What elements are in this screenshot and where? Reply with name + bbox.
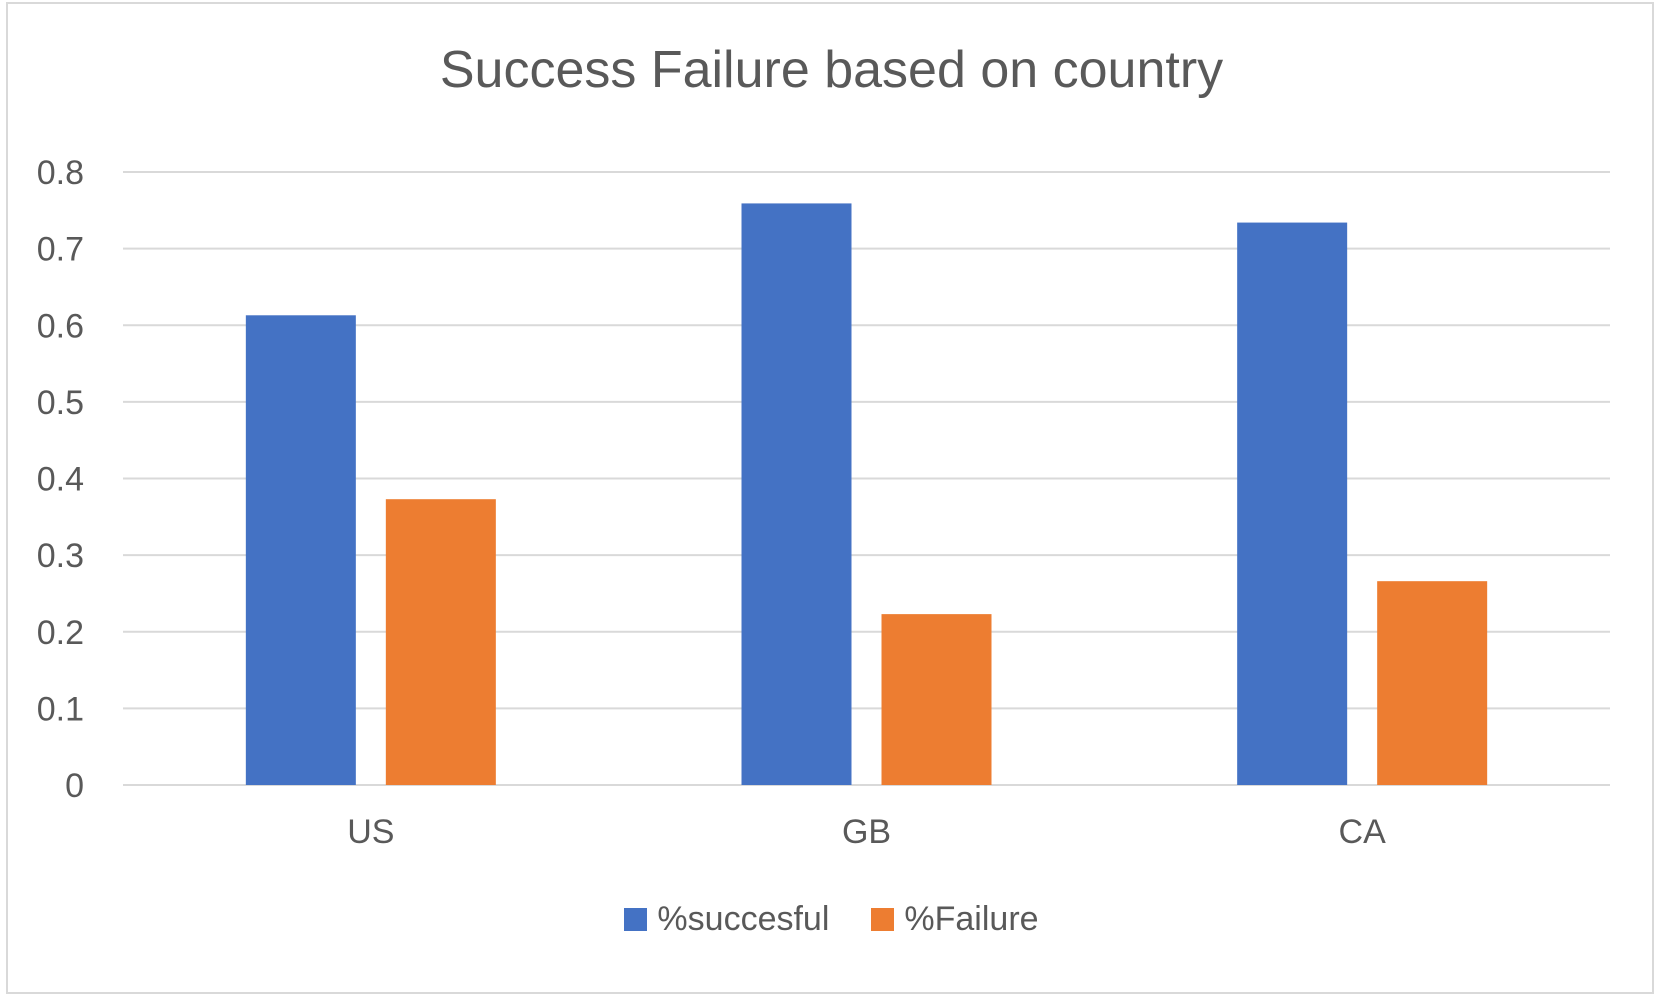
y-tick-label: 0.8 [37, 154, 84, 192]
legend-label-failure: %Failure [904, 900, 1039, 938]
gridlines [123, 171, 1610, 786]
bar-us-failure [385, 499, 496, 785]
y-tick-label: 0 [65, 767, 84, 805]
legend-item-failure: %Failure [871, 900, 1039, 939]
legend-swatch-failure [871, 908, 895, 931]
legend-swatch-successful [624, 908, 648, 931]
y-tick-label: 0.5 [37, 384, 84, 422]
bar-gb-failure [881, 614, 992, 785]
y-tick-label: 0.7 [37, 231, 84, 269]
legend-item-successful: %succesful [624, 900, 829, 939]
legend: %succesful %Failure [0, 900, 1663, 939]
y-tick-label: 0.6 [37, 307, 84, 345]
legend-label-successful: %succesful [657, 900, 830, 938]
bar-gb-successful [741, 203, 852, 785]
bar-ca-successful [1237, 222, 1348, 785]
bars [245, 203, 1488, 785]
y-tick-label: 0.1 [37, 690, 84, 728]
bar-us-successful [245, 315, 356, 785]
y-tick-label: 0.4 [37, 461, 84, 499]
x-tick-label-ca: CA [1339, 813, 1387, 851]
chart-title: Success Failure based on country [439, 41, 1224, 99]
x-axis-ticks: US GB CA [347, 813, 1386, 851]
x-tick-label-gb: GB [842, 813, 891, 851]
bar-ca-failure [1377, 581, 1488, 785]
x-tick-label-us: US [347, 813, 394, 851]
y-axis-ticks: 0 0.1 0.2 0.3 0.4 0.5 0.6 0.7 0.8 [37, 154, 84, 805]
y-tick-label: 0.2 [37, 614, 84, 652]
y-tick-label: 0.3 [37, 537, 84, 575]
